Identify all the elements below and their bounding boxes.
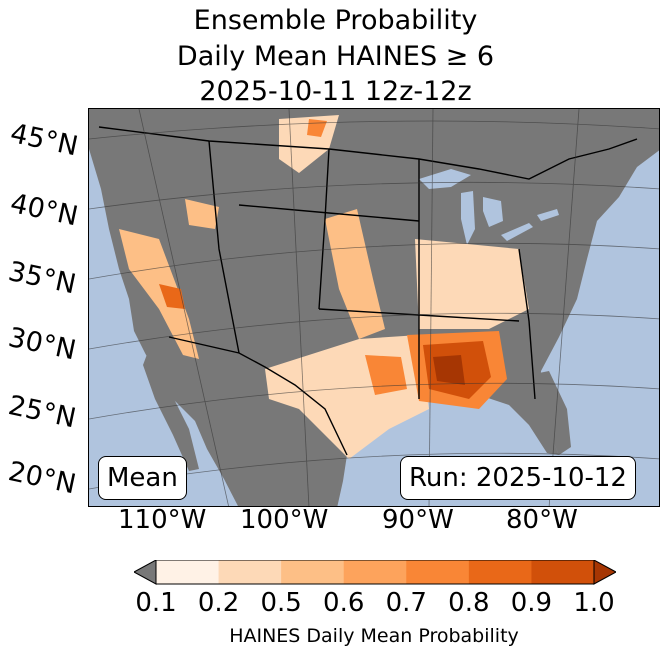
lat-label-40: 40°N	[7, 188, 81, 233]
lake-michigan	[461, 191, 475, 245]
colorbar-tick-label: 1.0	[573, 588, 615, 618]
colorbar-tick-label: 0.9	[510, 588, 553, 618]
lake-erie	[501, 223, 533, 241]
mean-label-box: Mean	[98, 456, 187, 500]
lat-label-25: 25°N	[5, 390, 79, 435]
colorbar-tick-label: 0.7	[385, 588, 427, 618]
colorbar-over-arrow	[593, 560, 616, 585]
shade-idaho	[185, 199, 219, 229]
lon-label-100: 100°W	[240, 505, 329, 535]
title-line-1: Ensemble Probability	[193, 5, 478, 36]
run-label-box: Run: 2025-10-12	[400, 456, 636, 500]
colorbar-frame	[155, 560, 595, 585]
colorbar-segment	[343, 560, 407, 584]
borders	[98, 126, 638, 456]
colorbar	[134, 560, 616, 585]
shade-southeast-darkest	[433, 355, 465, 385]
colorbar-segment	[218, 560, 282, 584]
lake-ontario	[537, 209, 559, 221]
lon-label-90: 90°W	[382, 505, 454, 535]
shade-plains	[325, 209, 385, 339]
title-line-2: Daily Mean HAINES ≥ 6	[176, 41, 495, 72]
border-west-1	[208, 140, 240, 354]
lat-label-20: 20°N	[5, 456, 79, 501]
lat-label-35: 35°N	[5, 256, 79, 301]
lon-label-110: 110°W	[118, 505, 207, 535]
shade-midwest	[415, 239, 529, 329]
colorbar-tick-label: 0.5	[260, 588, 302, 618]
colorbar-tick-label: 0.8	[448, 588, 490, 618]
lat-label-30: 30°N	[5, 322, 79, 367]
colorbar-tick-label: 0.1	[135, 588, 177, 618]
lat-label-45: 45°N	[7, 118, 81, 163]
border-us-canada	[98, 126, 638, 180]
colorbar-segment	[468, 560, 532, 584]
shade-california-core	[159, 284, 185, 309]
border-west-2	[238, 204, 420, 222]
border-mid-1	[318, 148, 330, 310]
colorbar-segment	[406, 560, 470, 584]
colorbar-segment	[281, 560, 345, 584]
colorbar-label: HAINES Daily Mean Probability	[229, 625, 519, 647]
map-panel	[88, 108, 660, 507]
map-svg	[89, 109, 659, 506]
colorbar-segment	[156, 560, 220, 584]
shade-california	[119, 229, 199, 359]
shade-montana	[279, 115, 339, 173]
probability-shading	[119, 115, 529, 459]
border-east-1	[518, 248, 536, 400]
shade-texas-core	[365, 355, 407, 395]
colorbar-tick-label: 0.6	[323, 588, 365, 618]
colorbar-segment	[531, 560, 595, 584]
title-line-3: 2025-10-11 12z-12z	[199, 76, 472, 107]
colorbar-tick-label: 0.2	[197, 588, 240, 618]
lon-label-80: 80°W	[506, 505, 578, 535]
border-us-mexico	[168, 336, 348, 456]
colorbar-under-arrow	[134, 560, 157, 585]
land-baja	[143, 349, 199, 471]
lake-huron	[483, 197, 503, 227]
